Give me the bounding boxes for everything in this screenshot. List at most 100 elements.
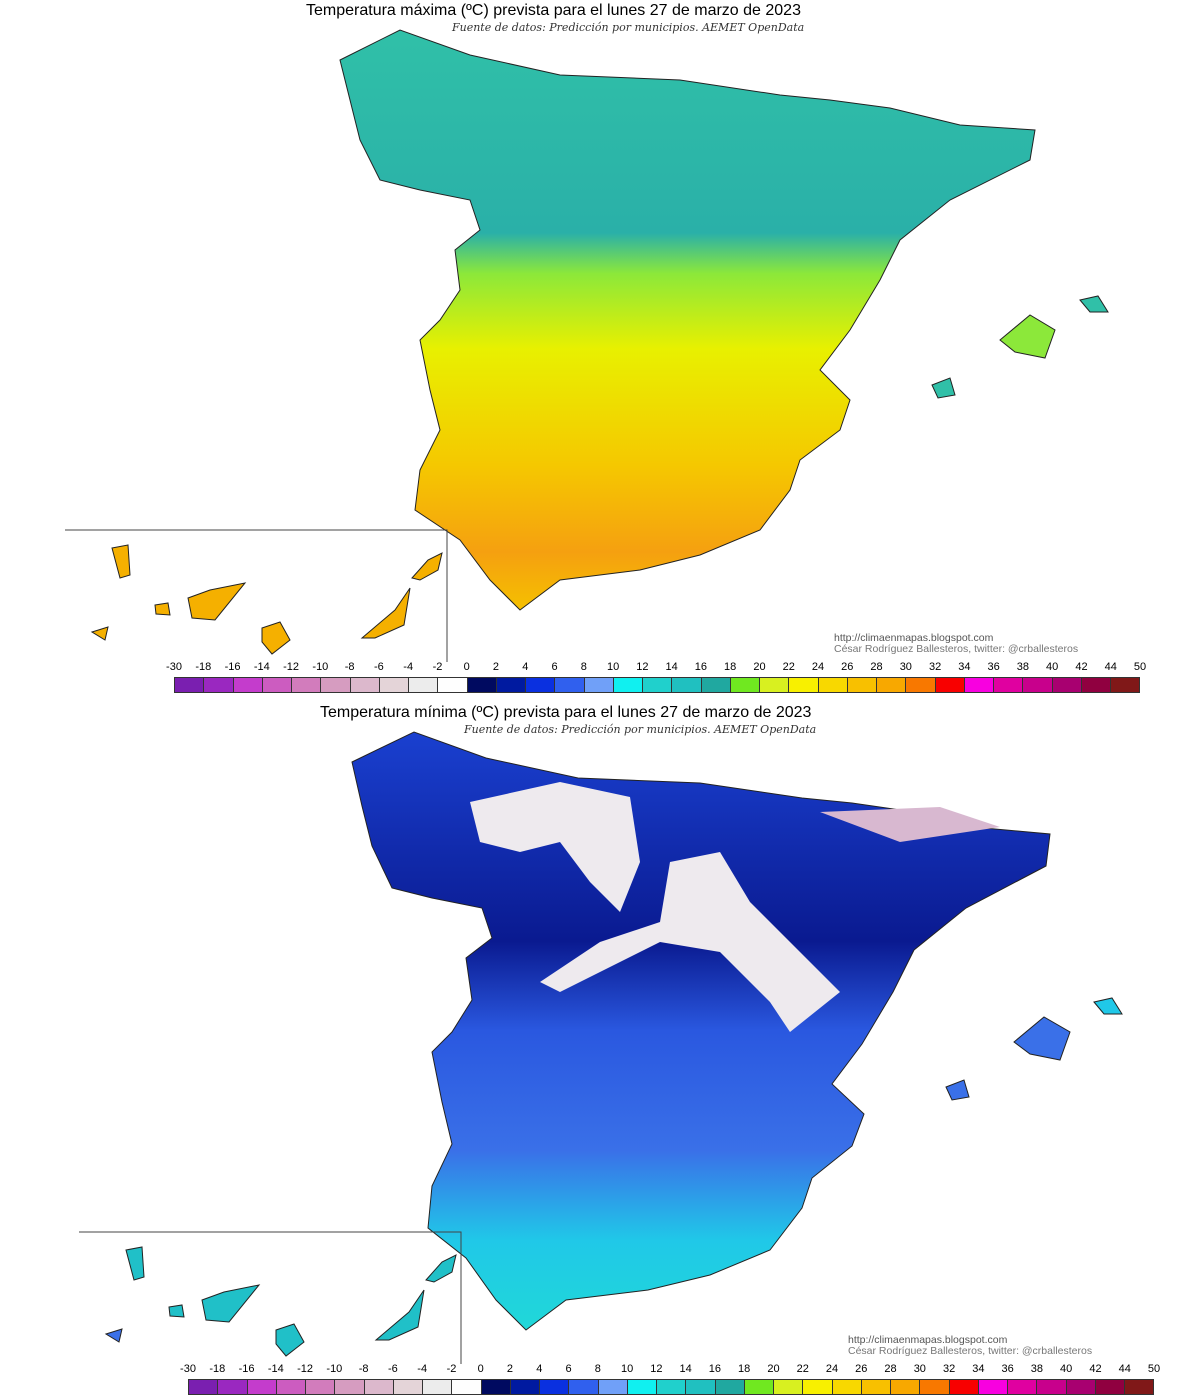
legend-label: -6 — [388, 1363, 398, 1375]
legend-swatch — [730, 678, 760, 692]
min-temp-map — [79, 731, 1123, 1364]
legend-swatch — [1081, 678, 1111, 692]
legend-swatch — [964, 678, 994, 692]
legend-label: 18 — [724, 661, 737, 673]
legend-label: 44 — [1118, 1363, 1131, 1375]
legend-swatch — [877, 678, 907, 692]
legend-swatch — [920, 1380, 950, 1394]
legend-label: 38 — [1016, 661, 1030, 673]
legend-label: 30 — [913, 1363, 926, 1375]
legend-bar — [188, 1379, 1154, 1395]
legend-swatch — [789, 678, 819, 692]
legend-swatch — [1037, 1380, 1067, 1394]
legend-swatch — [994, 678, 1024, 692]
legend-label: -12 — [283, 661, 300, 673]
legend-swatch — [292, 678, 322, 692]
legend-label: -8 — [344, 661, 355, 673]
legend-swatch — [744, 1380, 774, 1394]
legend-swatch — [672, 678, 702, 692]
color-legend: -30 -18 -16 -14 -12 -10 -8 -6 -4 -2 0 2 4 6 8 10 12 14 16 1… — [180, 1363, 1160, 1395]
canary-islands — [104, 1246, 457, 1357]
legend-label: -4 — [403, 661, 414, 673]
legend-swatch — [818, 678, 848, 692]
legend-label: 14 — [665, 661, 678, 673]
legend-label: -2 — [446, 1363, 457, 1375]
legend-label: 0 — [463, 661, 470, 673]
legend-label: 18 — [738, 1363, 751, 1375]
legend-label: 8 — [594, 1363, 601, 1375]
legend-swatch — [891, 1380, 921, 1394]
legend-swatch — [584, 678, 614, 692]
legend-swatch — [555, 678, 585, 692]
peninsula — [339, 29, 1036, 611]
legend-label: 28 — [870, 661, 883, 673]
legend-swatch — [686, 1380, 716, 1394]
legend-label: 6 — [565, 1363, 572, 1375]
legend-label: -6 — [374, 661, 384, 673]
legend-swatch — [847, 678, 877, 692]
legend-swatch — [643, 678, 673, 692]
legend-label: 6 — [551, 661, 558, 673]
peninsula — [351, 731, 1051, 1331]
legend-label: 34 — [958, 661, 971, 673]
legend-swatch — [409, 678, 439, 692]
legend-label: 20 — [767, 1363, 780, 1375]
legend-swatch — [569, 1380, 599, 1394]
min-temp-panel: Temperatura mínima (ºC) prevista para el… — [0, 702, 1192, 1395]
legend-labels: -30 -18 -16 -14 -12 -10 -8 -6 -4 -2 0 2 4 6 8 10 12 14 16 1… — [180, 1363, 1160, 1377]
credit: http://climaenmapas.blogspot.com César Ro… — [848, 1334, 1093, 1357]
max-temp-panel: Temperatura máxima (ºC) prevista para el… — [65, 2, 1146, 693]
legend-swatch — [526, 678, 556, 692]
legend-swatch — [510, 1380, 540, 1394]
legend-label: -30 — [166, 661, 182, 673]
legend-label: -14 — [267, 1363, 284, 1375]
legend-label: 24 — [825, 1363, 839, 1375]
legend-label: 12 — [636, 661, 649, 673]
canary-islands — [90, 544, 443, 655]
legend-label: 4 — [522, 661, 529, 673]
legend-swatch — [760, 678, 790, 692]
inset-frame — [65, 529, 448, 662]
legend-swatch — [438, 678, 468, 692]
legend-swatch — [321, 678, 351, 692]
legend-label: -2 — [432, 661, 443, 673]
legend-swatch — [949, 1380, 979, 1394]
max-temp-map — [65, 29, 1109, 662]
legend-swatch — [364, 1380, 394, 1394]
inset-frame — [79, 1231, 462, 1364]
balearic-islands — [945, 997, 1123, 1101]
legend-swatch — [335, 1380, 365, 1394]
legend-label: 4 — [536, 1363, 543, 1375]
credit: http://climaenmapas.blogspot.com César Ro… — [834, 632, 1079, 655]
legend-swatch — [832, 1380, 862, 1394]
legend-swatch — [627, 1380, 657, 1394]
legend-label: -18 — [195, 661, 212, 673]
legend-label: -16 — [238, 1363, 255, 1375]
legend-swatch — [189, 1380, 219, 1394]
legend-label: 20 — [753, 661, 766, 673]
legend-label: 42 — [1089, 1363, 1102, 1375]
legend-label: -10 — [326, 1363, 343, 1375]
legend-label: 40 — [1060, 1363, 1073, 1375]
legend-swatch — [204, 678, 234, 692]
legend-label: 2 — [492, 661, 500, 673]
legend-labels: -30 -18 -16 -14 -12 -10 -8 -6 -4 -2 0 2 4 6 8 10 12 14 16 1… — [166, 661, 1146, 675]
legend-label: 12 — [650, 1363, 663, 1375]
legend-label: 42 — [1075, 661, 1088, 673]
legend-swatch — [1008, 1380, 1038, 1394]
map-subtitle: Fuente de datos: Predicción por municipi… — [464, 723, 817, 736]
legend-swatch — [1052, 678, 1082, 692]
legend-bar — [174, 677, 1140, 693]
legend-swatch — [496, 678, 526, 692]
legend-swatch — [247, 1380, 277, 1394]
legend-label: 14 — [679, 1363, 692, 1375]
legend-label: 22 — [796, 1363, 809, 1375]
legend-label: 24 — [811, 661, 825, 673]
cold-areas — [470, 782, 1000, 1032]
balearic-islands — [931, 295, 1109, 399]
legend-swatch — [1125, 1380, 1154, 1394]
legend-swatch — [467, 678, 497, 692]
legend-swatch — [613, 678, 643, 692]
legend-swatch — [1023, 678, 1053, 692]
legend-swatch — [452, 1380, 482, 1394]
